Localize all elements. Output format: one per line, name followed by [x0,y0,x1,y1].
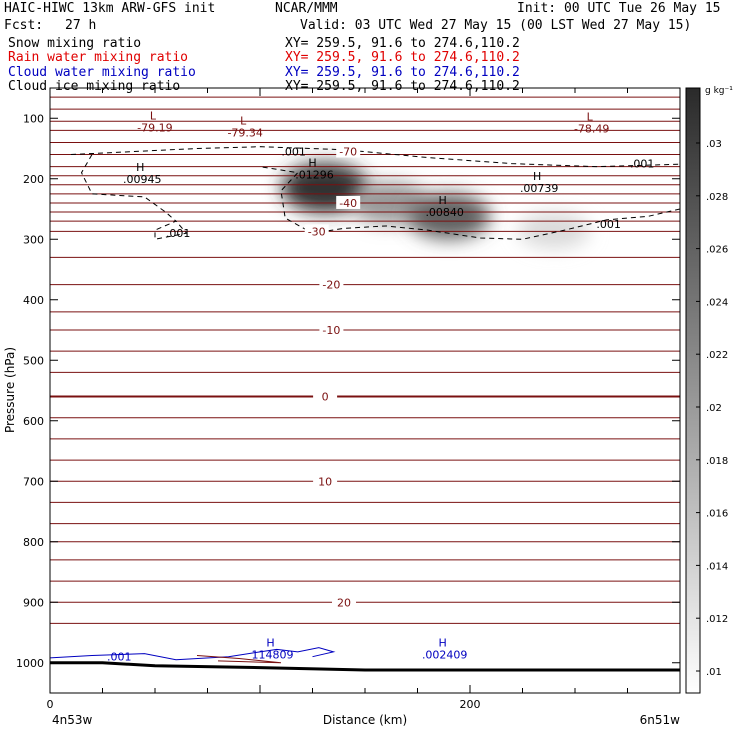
isotherm-lines [50,96,680,624]
temperature-label-bg-1 [336,144,361,158]
cloud-ice-contour-left [80,154,188,240]
forecast-hours: 27 h [65,18,97,33]
colorbar-tick-label: .016 [706,509,728,520]
forecast-label: Fcst: [4,18,44,33]
colorbar-tick-label: .018 [706,456,728,467]
extremum-kind-6: H [533,170,541,183]
extremum-value-5: .01296 [295,169,334,182]
contour-value-label-2: .001 [630,158,655,171]
y-tick-label-300: 300 [23,233,44,246]
cloud-ice-contour-lower [259,166,680,240]
y-tick-label-100: 100 [23,112,44,125]
colorbar-tick-label: .03 [706,139,722,150]
temperature-label-8: 20 [337,596,351,609]
extremum-value-8: 114809 [252,648,294,661]
temperature-label-bg-6 [313,389,338,403]
temperature-label-2: -40 [339,197,357,210]
temperature-label-1: -70 [339,146,357,159]
y-axis-title: Pressure (hPa) [3,347,17,433]
colorbar-tick-label: .02 [706,403,722,414]
field-name-cloudwater: Cloud water mixing ratio [8,65,196,80]
near-surface-contour [196,654,282,664]
extremum-kind-1: L [150,110,157,123]
temperature-label-7: 10 [318,475,332,488]
colorbar-tick-label: .012 [706,614,728,625]
x-tick-label-0: 0 [47,698,54,711]
field-name-cloudice: Cloud ice mixing ratio [8,79,181,94]
colorbar-gradient [685,87,701,694]
x-tick-label-200: 200 [460,698,481,711]
field-xy-cloudwater: XY= 259.5, 91.6 to 274.6,110.2 [285,65,520,80]
contour-value-label-3: .001 [596,218,621,231]
temperature-label-bg-8 [332,595,356,609]
shaded-maximum-4 [518,211,590,249]
temperature-label-6: 0 [322,391,329,404]
y-tick-label-200: 200 [23,173,44,186]
terrain-surface [50,661,680,672]
extremum-kind-7: H [439,194,447,207]
temperature-label-bg-3 [304,224,329,238]
colorbar-tick-label: .022 [706,350,728,361]
temperature-label-bg-4 [319,277,344,291]
contour-value-label-1: .001 [281,146,306,159]
extremum-kind-4: H [136,161,144,174]
extremum-kind-3: L [587,111,594,124]
contour-labels: -70-40-30-20-1001020L-79.19L-79.34L-78.4… [107,110,654,664]
extremum-value-7: .00840 [425,206,464,219]
colorbar-tick-label: .014 [706,561,728,572]
extremum-value-3: -78.49 [574,123,609,136]
contour-value-label-4: .001 [166,227,191,240]
y-tick-label-600: 600 [23,415,44,428]
extremum-kind-9: H [439,636,447,649]
temperature-label-bg-5 [319,323,344,336]
extremum-value-2: -79.34 [227,126,262,139]
field-xy-cloudice: XY= 259.5, 91.6 to 274.6,110.2 [285,79,520,94]
y-tick-label-900: 900 [23,596,44,609]
x-start-location: 4n53w [52,713,93,727]
extremum-kind-5: H [308,157,316,170]
y-tick-label-400: 400 [23,294,44,307]
field-name-snow: Snow mixing ratio [8,36,142,51]
extremum-value-4: .00945 [123,173,162,186]
contour-value-label-5: .001 [107,651,132,664]
field-xy-snow: XY= 259.5, 91.6 to 274.6,110.2 [285,36,520,51]
x-end-location: 6n51w [640,713,681,727]
cloud-water-contour [50,647,336,661]
x-axis-title: Distance (km) [323,713,407,727]
colorbar-tick-label: .024 [706,297,728,308]
extremum-kind-2: L [240,114,247,127]
field-xy-rain: XY= 259.5, 91.6 to 274.6,110.2 [285,50,520,65]
field-name-rain: Rain water mixing ratio [8,50,189,65]
extremum-value-6: .00739 [520,182,559,195]
y-tick-label-1000: 1000 [16,657,44,670]
shaded-maximum-3 [407,193,491,240]
colorbar-tick-label: .028 [706,192,728,203]
temperature-label-3: -30 [308,225,326,238]
colorbar-unit: g kg⁻¹ [705,86,733,96]
temperature-label-bg-7 [313,474,338,488]
valid-time: Valid: 03 UTC Wed 27 May 15 (00 LST Wed … [300,18,692,33]
y-tick-label-700: 700 [23,475,44,488]
org-label: NCAR/MMM [275,1,338,16]
temperature-label-4: -20 [322,279,340,292]
temperature-label-5: -10 [322,324,340,337]
temperature-label-bg-2 [336,195,361,209]
init-time: Init: 00 UTC Tue 26 May 15 [517,1,721,16]
chart-title: HAIC-HIWC 13km ARW-GFS init [4,1,216,16]
cloud-ice-contour-upper [70,146,680,168]
terrain-line [50,647,680,672]
y-tick-label-800: 800 [23,536,44,549]
extremum-value-1: -79.19 [137,122,172,135]
colorbar: .01 .012 .014 .016 .018 .02 .022 .024 .026 .028 .0… [685,86,733,694]
y-tick-label-500: 500 [23,354,44,367]
extremum-kind-8: H [266,636,274,649]
extremum-value-9: .002409 [422,648,468,661]
colorbar-tick-label: .01 [706,667,722,678]
colorbar-tick-label: .026 [706,245,728,256]
